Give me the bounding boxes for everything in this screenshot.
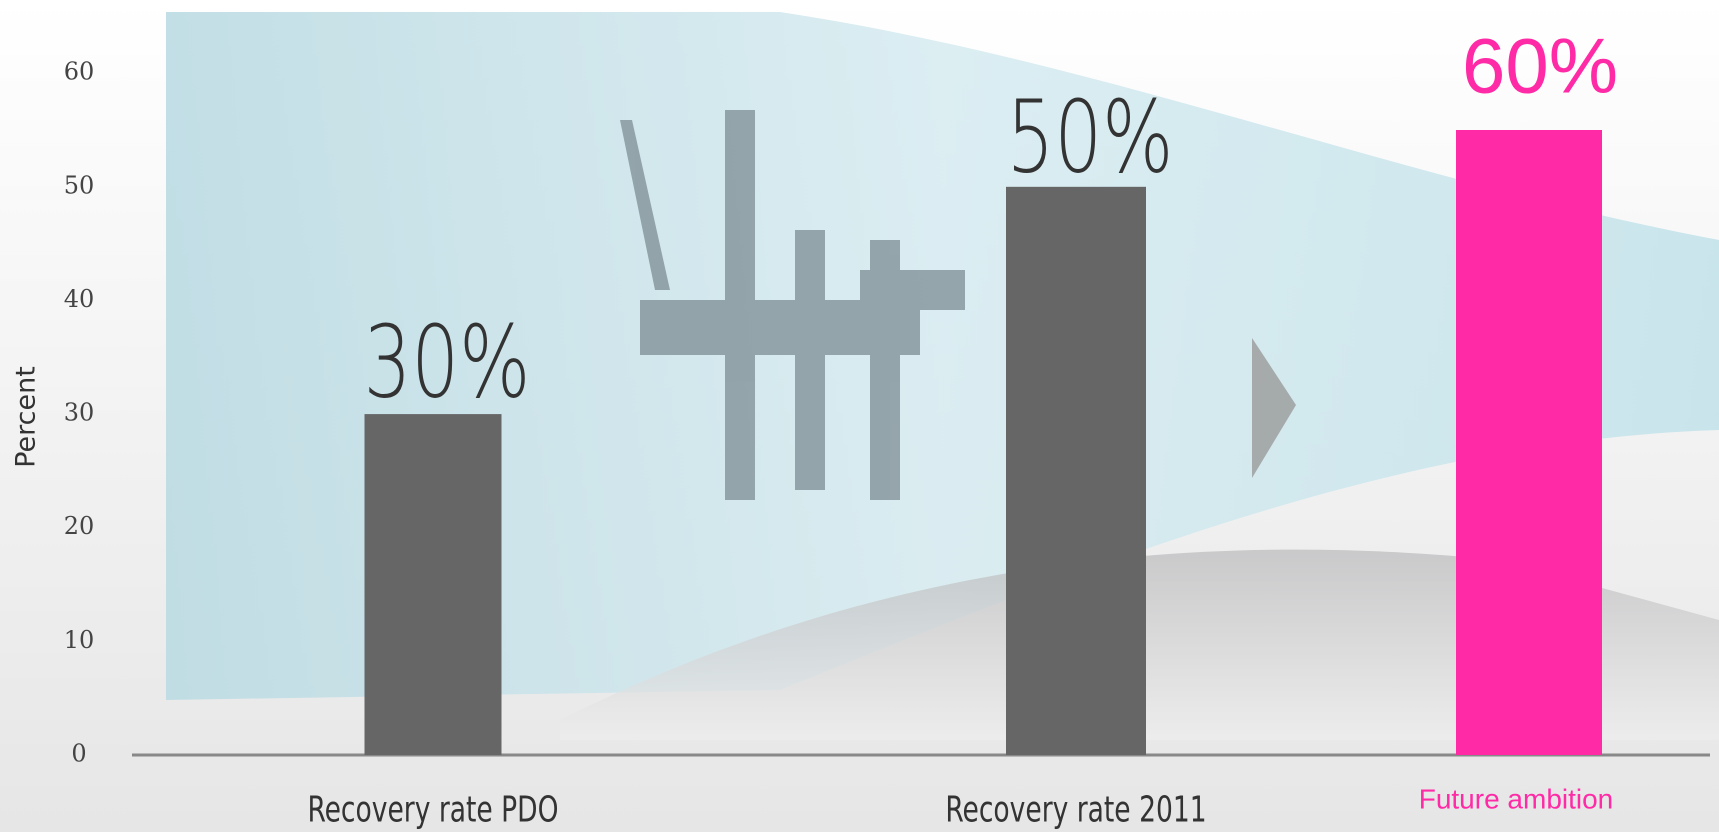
- background-shape: [166, 12, 1719, 700]
- bar: [1006, 186, 1146, 755]
- y-tick-label: 30: [64, 399, 95, 427]
- y-tick-label: 0: [71, 740, 86, 768]
- annotation: 50%: [1007, 79, 1174, 196]
- annotation: 30%: [364, 304, 531, 421]
- bar: [364, 414, 502, 755]
- y-tick-label: 20: [64, 512, 95, 540]
- y-tick-label: 40: [64, 285, 95, 313]
- x-tick-label: Recovery rate PDO: [307, 787, 558, 830]
- x-tick-label: Future ambition: [1419, 783, 1614, 814]
- y-tick-label: 60: [64, 58, 95, 86]
- y-tick-label: 10: [64, 626, 95, 654]
- y-tick-label: 50: [64, 171, 95, 199]
- arrow-icon: [1252, 338, 1296, 478]
- y-axis-label: Percent: [11, 366, 42, 468]
- x-tick-label: Recovery rate 2011: [945, 787, 1206, 830]
- bar: [1456, 130, 1602, 755]
- annotation: 60%: [1462, 22, 1618, 110]
- platform-illustration: [620, 110, 965, 500]
